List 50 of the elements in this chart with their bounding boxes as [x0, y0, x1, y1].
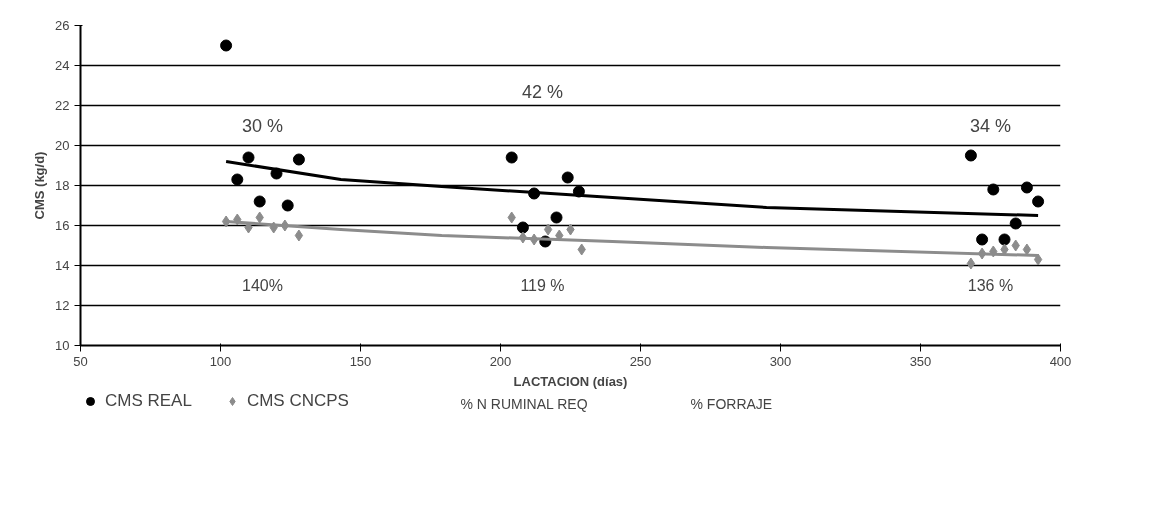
y-tick-label: 22 — [55, 98, 70, 113]
point — [516, 221, 529, 234]
y-tick-label: 24 — [55, 58, 70, 73]
annotation: 30 % — [241, 115, 284, 136]
x-tick-label: 400 — [1049, 353, 1072, 369]
point — [1009, 217, 1022, 230]
x-tick-label: 250 — [629, 353, 652, 369]
x-tick-label: 100 — [209, 353, 232, 369]
point — [561, 171, 574, 184]
point — [543, 223, 553, 236]
point — [1032, 195, 1045, 208]
x-tick-label: 350 — [909, 353, 932, 369]
point — [966, 257, 976, 270]
x-tick-label: 300 — [769, 353, 792, 369]
y-axis-title: CMS (kg/d) — [32, 151, 48, 220]
x-tick-label: 50 — [73, 353, 88, 369]
annotation: 136 % — [967, 277, 1014, 294]
point — [998, 233, 1011, 246]
annotation: 42 % — [521, 81, 564, 102]
annotation: 140% — [242, 277, 283, 294]
y-tick-label: 26 — [55, 18, 70, 33]
point — [1020, 181, 1033, 194]
x-tick-label: 200 — [489, 353, 512, 369]
y-tick-label: 12 — [55, 298, 70, 313]
point — [964, 149, 977, 162]
text: % FORRAJE — [690, 395, 773, 412]
annotation: 34 % — [969, 115, 1012, 136]
legend-label: CMS REAL — [105, 391, 192, 411]
point — [987, 183, 1000, 196]
point — [976, 233, 989, 246]
point — [253, 195, 266, 208]
x-axis-title: LACTACION (días) — [513, 373, 628, 389]
y-tick-label: 18 — [55, 178, 70, 193]
point — [505, 151, 518, 164]
legend-label: CMS CNCPS — [246, 391, 349, 411]
point — [220, 39, 233, 52]
x-tick-label: 150 — [349, 353, 372, 369]
point — [281, 199, 294, 212]
point — [292, 153, 305, 166]
y-tick-label: 10 — [55, 338, 70, 353]
point — [231, 173, 244, 186]
y-tick-label: 20 — [55, 138, 70, 153]
point — [294, 229, 304, 242]
y-tick-label: 16 — [55, 218, 70, 233]
y-tick-label: 14 — [55, 258, 70, 273]
point — [550, 211, 563, 224]
point — [1033, 253, 1043, 266]
annotation: 119 % — [520, 277, 565, 294]
point — [242, 151, 255, 164]
text: % N RUMINAL REQ — [460, 395, 588, 412]
